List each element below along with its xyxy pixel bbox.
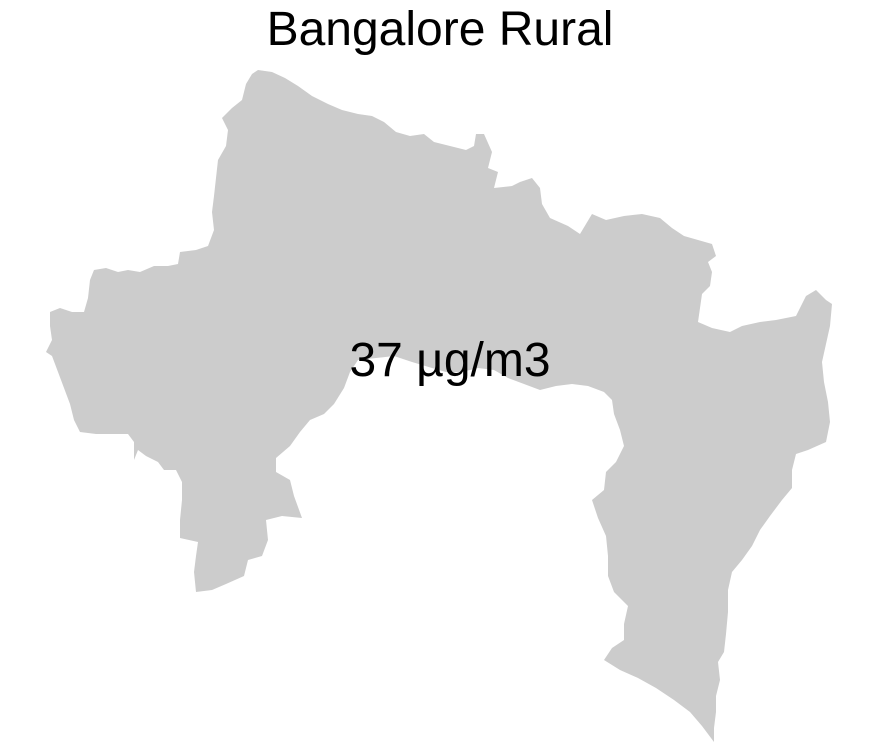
district-region-bangalore-rural: [46, 70, 832, 742]
map-title: Bangalore Rural: [266, 3, 614, 56]
region-value-label: 37 µg/m3: [349, 334, 551, 387]
